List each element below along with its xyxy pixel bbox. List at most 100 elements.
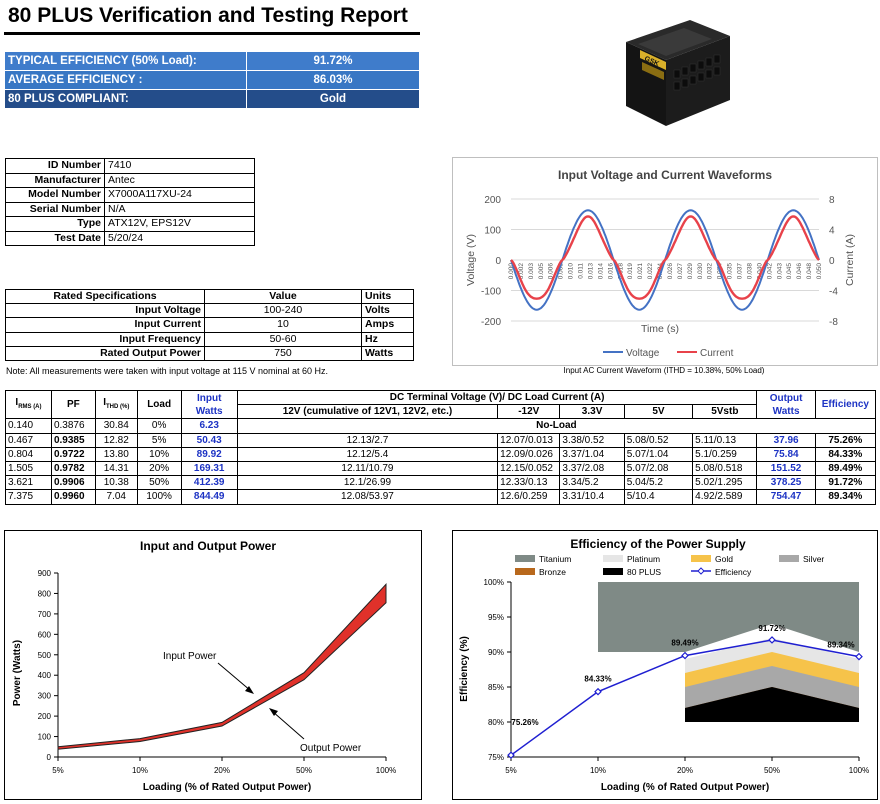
y-axis-label: Power (Watts) [12, 640, 23, 706]
cell-output-watts: 378.25 [756, 475, 816, 491]
cell-ithd: 13.80 [94, 446, 138, 462]
x-tick-label: 10% [590, 766, 606, 775]
legend-swatch [691, 555, 711, 562]
legend-label: Titanium [539, 554, 571, 564]
col-header-irms: IRMS (A) [5, 389, 52, 420]
cell-efficiency: 89.49% [814, 460, 877, 477]
id-value: ATX12V, EPS12V [104, 216, 255, 232]
cell-efficiency: 75.26% [814, 432, 877, 448]
legend-label: Gold [715, 554, 733, 564]
x-tick-label: 0.000 [508, 263, 515, 280]
data-label: 75.26% [511, 718, 538, 727]
x-tick-label: 0.043 [776, 263, 783, 280]
page-title: 80 PLUS Verification and Testing Report [8, 4, 408, 27]
cell-v5: 5.07/1.04 [623, 446, 694, 462]
x-tick-label: 0.002 [518, 263, 525, 280]
y-tick-label: 600 [38, 630, 52, 639]
cell-irms: 7.375 [5, 489, 52, 505]
summary-table: TYPICAL EFFICIENCY (50% Load): 91.72% AV… [4, 51, 420, 109]
x-axis-label: Loading (% of Rated Output Power) [143, 782, 311, 793]
col-header-efficiency: Efficiency [814, 389, 877, 420]
y2-tick-label: 4 [829, 226, 835, 237]
cell-v33: 3.37/2.08 [559, 460, 625, 477]
y2-axis-label: Current (A) [844, 234, 856, 286]
cell-input-watts: 412.39 [180, 475, 238, 491]
cell-input-watts: 89.92 [180, 446, 238, 462]
product-image: GSK [626, 20, 730, 126]
legend-efficiency-marker [697, 567, 705, 575]
annotation-output-power: Output Power [300, 743, 362, 754]
id-row: ID Number 7410 [5, 158, 255, 174]
col-header-dc-group: DC Terminal Voltage (V)/ DC Load Current… [236, 389, 758, 406]
summary-value: 91.72% [246, 51, 420, 71]
legend-label: Efficiency [715, 567, 752, 577]
cell-irms: 0.140 [5, 418, 52, 434]
y-tick-label: 200 [484, 195, 501, 206]
x-tick-label: 0.040 [756, 263, 763, 280]
y-tick-label: 80% [488, 718, 504, 727]
summary-value: 86.03% [246, 70, 420, 90]
annotation-arrow-head [269, 708, 278, 716]
x-tick-label: 0.003 [528, 263, 535, 280]
x-tick-label: 10% [132, 766, 148, 775]
cell-ithd: 14.31 [94, 460, 138, 477]
x-tick-label: 0.016 [607, 263, 614, 280]
id-value: N/A [104, 201, 255, 217]
y-tick-label: 100 [484, 226, 501, 237]
chart-title: Efficiency of the Power Supply [570, 537, 746, 551]
efficiency-point [855, 652, 863, 661]
band-titanium [598, 582, 859, 652]
waveform-chart-panel: Input Voltage and Current Waveforms 200 1… [452, 157, 878, 366]
measurement-table: IRMS (A) PF ITHD (%) Load Input Watts DC… [5, 389, 877, 505]
spec-header: Rated Specifications [5, 288, 205, 305]
legend-swatch [779, 555, 799, 562]
cell-noload-label: No-Load [236, 418, 877, 434]
id-row: Type ATX12V, EPS12V [5, 216, 255, 232]
data-label: 89.49% [671, 639, 698, 648]
spec-name: Rated Output Power [5, 345, 205, 361]
x-tick-label: 0.030 [697, 263, 704, 280]
spec-name: Input Current [5, 317, 205, 333]
spec-name: Input Frequency [5, 331, 205, 347]
id-key: Test Date [5, 230, 105, 246]
cell-output-watts: 75.84 [756, 446, 816, 462]
chart-title: Input Voltage and Current Waveforms [558, 168, 772, 182]
y2-tick-label: -4 [829, 287, 838, 298]
x-tick-label: 5% [52, 766, 64, 775]
cell-v33: 3.34/5.2 [559, 475, 625, 491]
x-tick-label: 0.013 [587, 263, 594, 280]
x-tick-label: 0.035 [727, 263, 734, 280]
cell-efficiency: 84.33% [814, 446, 877, 462]
table-header-row: IRMS (A) PF ITHD (%) Load Input Watts DC… [5, 389, 877, 420]
y-tick-label: 900 [38, 569, 52, 578]
cell-efficiency: 91.72% [814, 475, 877, 491]
col-header-ithd: ITHD (%) [94, 389, 138, 420]
data-label: 91.72% [758, 624, 785, 633]
spec-unit: Watts [361, 345, 414, 361]
cell-pf: 0.9960 [50, 489, 96, 505]
y2-tick-label: 8 [829, 195, 835, 206]
spec-row: Input Voltage 100-240 Volts [5, 303, 414, 319]
cell-v5sb: 5.11/0.13 [692, 432, 758, 448]
band-80-plus [685, 687, 859, 722]
x-tick-label: 0.026 [667, 263, 674, 280]
spec-row: Input Current 10 Amps [5, 317, 414, 333]
efficiency-point [594, 687, 602, 696]
efficiency-chart: Efficiency of the Power Supply Titanium P… [459, 537, 869, 793]
chart-title: Input and Output Power [140, 539, 276, 553]
col-header-12v: 12V (cumulative of 12V1, 12V2, etc.) [236, 404, 499, 420]
table-row: 0.804 0.9722 13.80 10% 89.92 12.12/5.4 12.09/0… [5, 446, 877, 462]
cell-v5: 5/10.4 [623, 489, 694, 505]
id-value: 7410 [104, 158, 255, 174]
x-tick-label: 0.037 [737, 263, 744, 280]
cell-irms: 0.804 [5, 446, 52, 462]
power-chart: Input and Output Power 0 100 200 300 400 500 6… [12, 539, 396, 793]
table-row-noload: 0.140 0.3876 30.84 0% 6.23 No-Load [5, 418, 877, 434]
x-tick-label: 50% [296, 766, 312, 775]
legend-label: 80 PLUS [627, 567, 661, 577]
cell-load: 5% [136, 432, 182, 448]
summary-value: Gold [246, 89, 420, 109]
x-axis-label: Time (s) [641, 323, 679, 335]
cell-v12: 12.1/26.99 [236, 475, 499, 491]
cell-output-watts: 754.47 [756, 489, 816, 505]
